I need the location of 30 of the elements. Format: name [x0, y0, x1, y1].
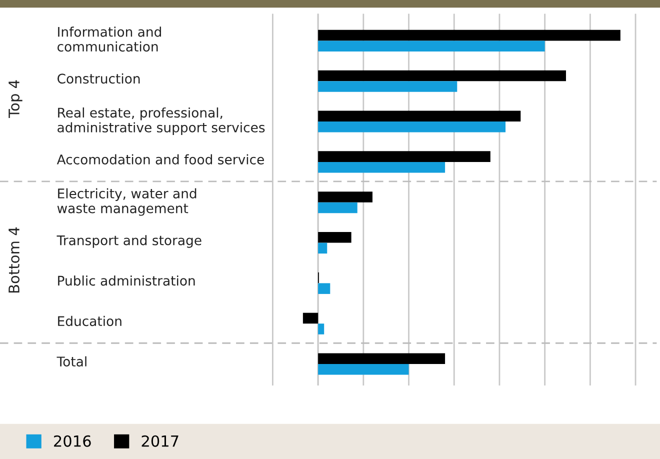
bar — [318, 324, 324, 334]
text: Bottom 4 — [8, 227, 20, 293]
y-tick-label: Transport and storage — [56, 235, 202, 248]
y-tick-label: Real estate, professional, administrative support services — [58, 107, 265, 135]
bar — [318, 353, 446, 364]
y-tick-label: Public administration — [58, 275, 195, 286]
bar — [318, 40, 545, 52]
bar — [318, 364, 409, 375]
bar — [318, 81, 458, 92]
y-tick-label: Total — [56, 356, 86, 367]
legend-label: 2017 — [142, 435, 178, 447]
y-tick-label: Construction — [58, 73, 140, 84]
bar — [318, 242, 328, 254]
y-tick-label: Accomodation and food service — [56, 154, 264, 164]
bar — [318, 110, 521, 122]
bar — [318, 283, 330, 294]
bar — [318, 202, 358, 214]
y-tick-label: Information and communication — [58, 26, 161, 52]
bar — [302, 312, 318, 324]
legend-label: 2016 — [54, 435, 91, 447]
bar — [318, 30, 620, 41]
bar — [318, 151, 490, 162]
bar — [318, 192, 372, 202]
bar — [318, 232, 352, 243]
y-tick-label: Electricity, water and waste management — [57, 188, 196, 216]
bar — [318, 70, 566, 82]
y-tick-label: Education — [58, 316, 122, 326]
text: Top 4 — [8, 80, 22, 118]
bar — [318, 162, 446, 173]
bar — [318, 122, 506, 132]
